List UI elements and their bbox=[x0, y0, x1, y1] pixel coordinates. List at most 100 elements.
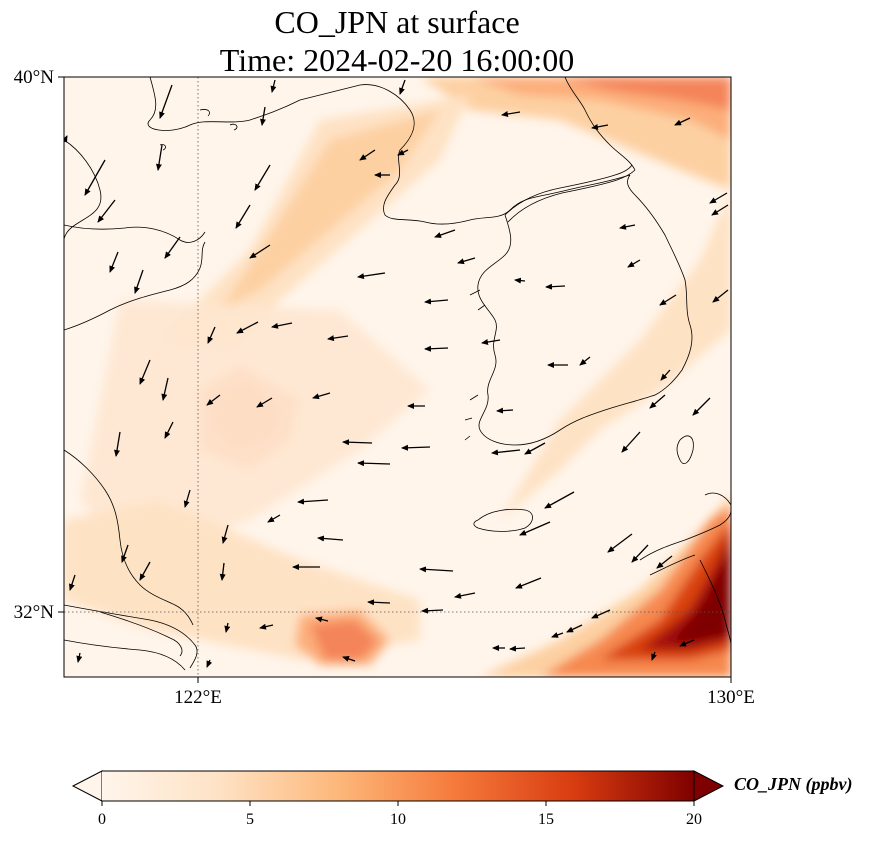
cb-tick-label-5: 5 bbox=[246, 811, 254, 828]
cb-tick-label-0: 0 bbox=[98, 811, 106, 828]
cb-tick-label-20: 20 bbox=[686, 811, 702, 828]
concentration-field bbox=[64, 77, 731, 677]
wind-arrow bbox=[621, 431, 641, 453]
south-blob-core bbox=[310, 620, 378, 660]
china-north-coast bbox=[64, 139, 102, 241]
wind-arrow bbox=[327, 335, 349, 342]
wind-arrow bbox=[457, 257, 476, 265]
wind-arrow bbox=[260, 106, 266, 126]
wind-arrow bbox=[591, 123, 609, 130]
nk-border-2 bbox=[507, 169, 636, 223]
wind-arrow bbox=[235, 204, 251, 229]
wind-arrow bbox=[139, 359, 151, 385]
wind-arrow bbox=[692, 397, 711, 416]
wind-arrow bbox=[566, 624, 583, 633]
nk-border-1 bbox=[504, 164, 633, 216]
wind-arrow bbox=[709, 192, 728, 204]
wind-arrow bbox=[155, 144, 163, 171]
wind-arrow bbox=[631, 544, 649, 563]
wind-arrow bbox=[114, 431, 121, 457]
tick-marks bbox=[58, 76, 732, 683]
chongming-island bbox=[99, 611, 183, 657]
bohai-islands bbox=[159, 109, 238, 151]
colorbar-extend-low bbox=[71, 770, 103, 802]
wind-arrow bbox=[619, 223, 636, 230]
tsushima-island bbox=[676, 435, 694, 464]
wind-arrow bbox=[312, 392, 331, 400]
wind-arrow bbox=[649, 394, 666, 409]
wind-arrow bbox=[434, 229, 456, 238]
wind-arrow bbox=[607, 533, 633, 553]
wind-arrow bbox=[161, 377, 169, 401]
east-band bbox=[500, 190, 731, 520]
wind-arrow bbox=[139, 561, 151, 581]
wind-arrow bbox=[121, 544, 129, 563]
wind-arrow bbox=[69, 574, 76, 591]
wind-arrow bbox=[515, 577, 542, 589]
wind-arrow bbox=[401, 444, 431, 451]
wind-arrow bbox=[109, 251, 119, 273]
cb-tick-label-10: 10 bbox=[390, 811, 406, 828]
wind-arrow bbox=[545, 283, 566, 290]
wind-arrow bbox=[419, 566, 454, 573]
wind-arrow bbox=[270, 79, 277, 93]
wind-arrow bbox=[660, 369, 671, 381]
wind-arrow bbox=[627, 259, 641, 268]
wind-arrow bbox=[496, 407, 514, 414]
yangtze-north-bank bbox=[64, 604, 198, 669]
wind-arrow bbox=[359, 149, 376, 161]
wind-arrow bbox=[254, 164, 271, 191]
wind-arrow bbox=[424, 298, 449, 305]
se-plume-max bbox=[670, 545, 731, 645]
wind-arrow bbox=[501, 111, 521, 117]
shandong-north-coast bbox=[64, 224, 206, 243]
shandong-south-coast bbox=[64, 241, 206, 331]
wind-arrow bbox=[315, 616, 329, 623]
wind-arrow bbox=[206, 394, 221, 406]
wind-arrow bbox=[579, 356, 591, 366]
colorbar-extend-high bbox=[693, 770, 725, 802]
wind-arrow bbox=[357, 272, 386, 280]
wind-arrow bbox=[679, 639, 695, 647]
wind-arrow bbox=[544, 491, 575, 509]
wind-arrow bbox=[674, 117, 691, 126]
west-tongue bbox=[80, 300, 430, 560]
korea-coastline bbox=[477, 174, 693, 446]
wind-arrow bbox=[206, 659, 213, 668]
wind-arrow bbox=[651, 651, 657, 661]
wind-arrow bbox=[524, 442, 546, 455]
wind-arrow bbox=[399, 79, 406, 95]
wind-arrow bbox=[481, 339, 501, 345]
wind-arrow bbox=[367, 599, 391, 606]
lon-tick-122e: 122°E bbox=[174, 687, 222, 708]
wind-arrow bbox=[159, 84, 173, 119]
wind-arrow bbox=[84, 159, 106, 196]
wind-arrow bbox=[134, 269, 144, 294]
jeju-island bbox=[473, 508, 533, 532]
map-area bbox=[64, 77, 731, 677]
wind-arrow bbox=[236, 321, 259, 334]
wind-arrow bbox=[514, 277, 526, 284]
cb-tick-label-15: 15 bbox=[538, 811, 554, 828]
yangtze-south-bank bbox=[64, 639, 186, 671]
wind-arrow bbox=[219, 562, 226, 581]
wind-arrow bbox=[164, 421, 174, 439]
wind-arrow bbox=[357, 460, 391, 467]
wind-arrow bbox=[249, 244, 271, 259]
coastlines bbox=[64, 77, 731, 671]
lat-tick-32n: 32°N bbox=[14, 602, 55, 623]
wind-arrow bbox=[491, 449, 521, 456]
title-line-2: Time: 2024-02-20 16:00:00 bbox=[220, 42, 574, 78]
colorbar-gradient bbox=[102, 771, 694, 801]
wind-arrow bbox=[509, 645, 526, 652]
wind-arrow bbox=[259, 623, 274, 630]
wind-arrow bbox=[221, 524, 229, 544]
wind-arrow bbox=[271, 322, 293, 329]
wind-arrow bbox=[97, 199, 116, 223]
wind-arrow bbox=[342, 656, 356, 662]
kyushu-coast bbox=[639, 492, 731, 646]
wind-arrow bbox=[591, 609, 611, 619]
nw-band-core bbox=[220, 110, 440, 310]
